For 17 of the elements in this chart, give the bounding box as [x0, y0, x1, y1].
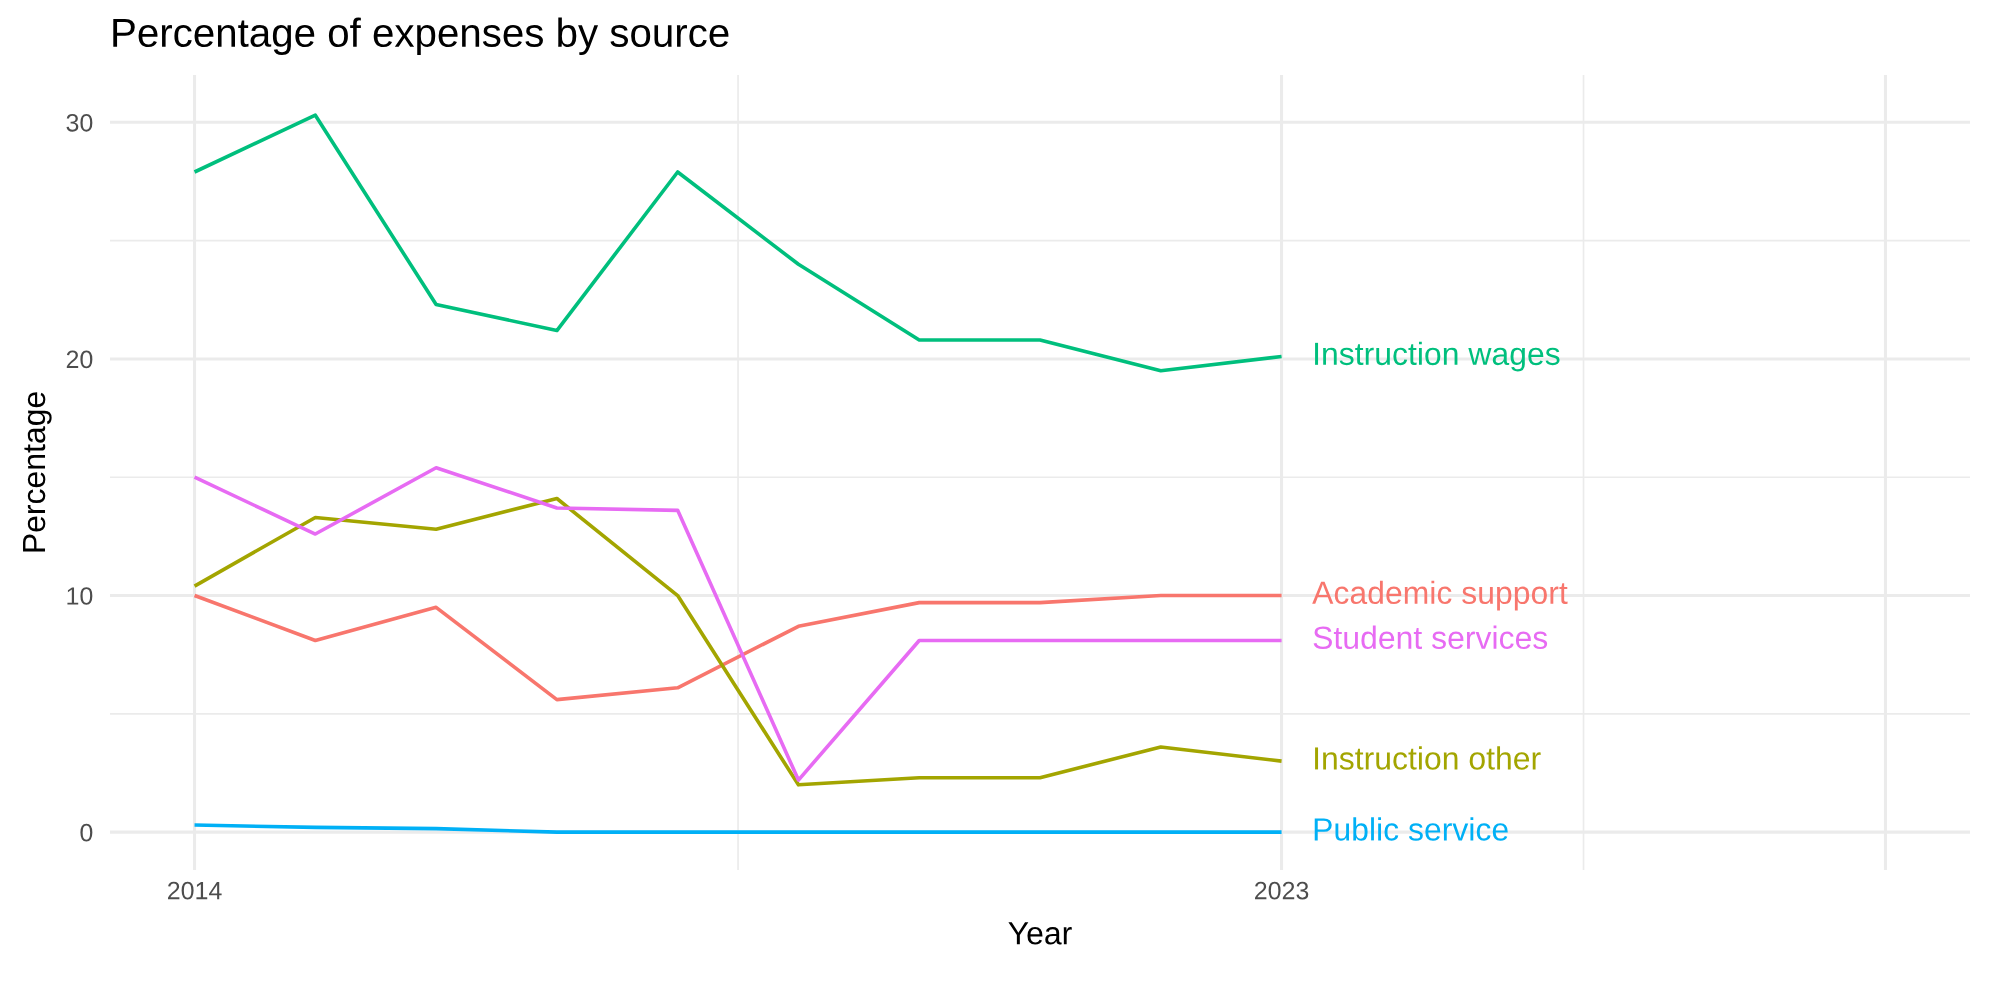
line-series	[192, 823, 1284, 834]
line-series	[192, 113, 1284, 373]
y-tick-label: 0	[80, 823, 93, 842]
y-axis-title: Percentage	[23, 392, 52, 552]
chart-title: Percentage of expenses by source	[113, 17, 729, 55]
y-tick-label: 20	[66, 350, 93, 369]
y-tick-label: 10	[67, 587, 93, 605]
line-series	[192, 593, 1284, 702]
x-axis-title: Year	[1008, 922, 1072, 945]
series-label: Instruction other	[1315, 746, 1541, 770]
series-label: Student services	[1313, 625, 1548, 650]
series-label: Academic support	[1312, 580, 1568, 611]
series-label: Instruction wages	[1315, 341, 1560, 372]
y-tick-label: 30	[66, 113, 93, 132]
x-tick-label: 2023	[1255, 881, 1309, 900]
x-tick-label: 2014	[168, 881, 222, 900]
series-label: Public service	[1314, 817, 1508, 841]
